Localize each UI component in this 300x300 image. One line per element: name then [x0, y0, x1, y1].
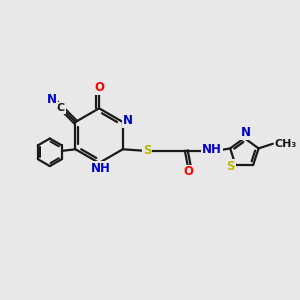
Text: S: S	[143, 144, 152, 157]
Text: N: N	[241, 126, 251, 140]
Text: N: N	[123, 114, 133, 127]
Text: O: O	[183, 166, 193, 178]
Text: S: S	[226, 160, 235, 173]
Text: CH₃: CH₃	[274, 139, 296, 149]
Text: NH: NH	[202, 143, 222, 156]
Text: NH: NH	[91, 162, 110, 175]
Text: O: O	[94, 81, 104, 94]
Text: C: C	[56, 103, 64, 113]
Text: N: N	[47, 93, 57, 106]
